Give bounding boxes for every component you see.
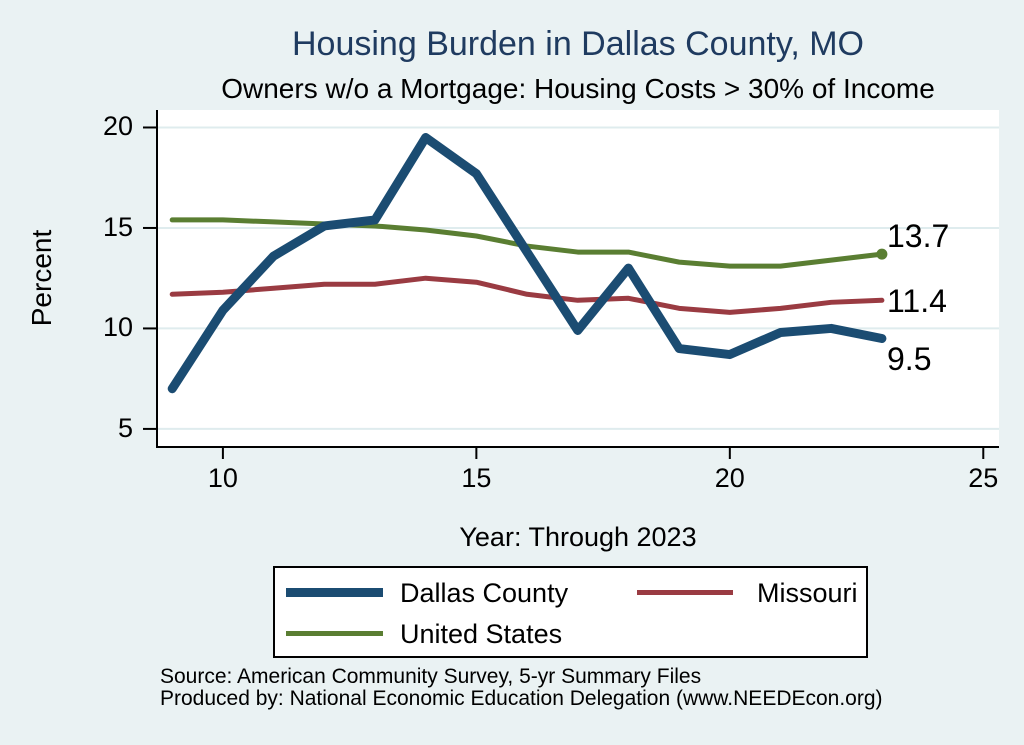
x-tick-label-15: 15 (461, 463, 492, 493)
legend-label-united-states: United States (400, 619, 563, 649)
x-tick-label-25: 25 (968, 463, 999, 493)
plot-area (157, 110, 999, 447)
end-value-label-united-states: 13.7 (887, 218, 950, 254)
chart-subtitle: Owners w/o a Mortgage: Housing Costs > 3… (221, 73, 935, 104)
chart-title: Housing Burden in Dallas County, MO (292, 25, 864, 63)
line-dallas-county (167, 133, 887, 394)
legend-label-dallas-county: Dallas County (400, 578, 569, 608)
legend-swatch-united-states (286, 631, 383, 636)
y-tick-label-5: 5 (117, 412, 133, 443)
chart-canvas (143, 110, 999, 459)
legend-swatch-missouri (637, 590, 733, 595)
end-marker-united-states (876, 248, 888, 260)
y-tick-label-15: 15 (102, 211, 133, 242)
y-tick-label-10: 10 (102, 312, 133, 343)
legend: Dallas County Missouri United States (273, 566, 868, 658)
line-missouri (169, 275, 885, 315)
footer-notes: Source: American Community Survey, 5-yr … (160, 666, 883, 710)
source-note: Source: American Community Survey, 5-yr … (160, 665, 702, 688)
end-value-label-dallas-county: 9.5 (887, 341, 932, 377)
x-axis-title: Year: Through 2023 (459, 522, 697, 552)
legend-swatch-dallas-county (286, 588, 383, 597)
end-value-label-missouri: 11.4 (887, 283, 947, 319)
legend-label-missouri: Missouri (757, 578, 858, 608)
x-tick-label-20: 20 (714, 463, 745, 493)
x-tick-label-10: 10 (207, 463, 238, 493)
y-axis-title: Percent (26, 229, 57, 327)
produced-by-note: Produced by: National Economic Education… (160, 687, 883, 710)
y-tick-label-20: 20 (102, 111, 133, 142)
